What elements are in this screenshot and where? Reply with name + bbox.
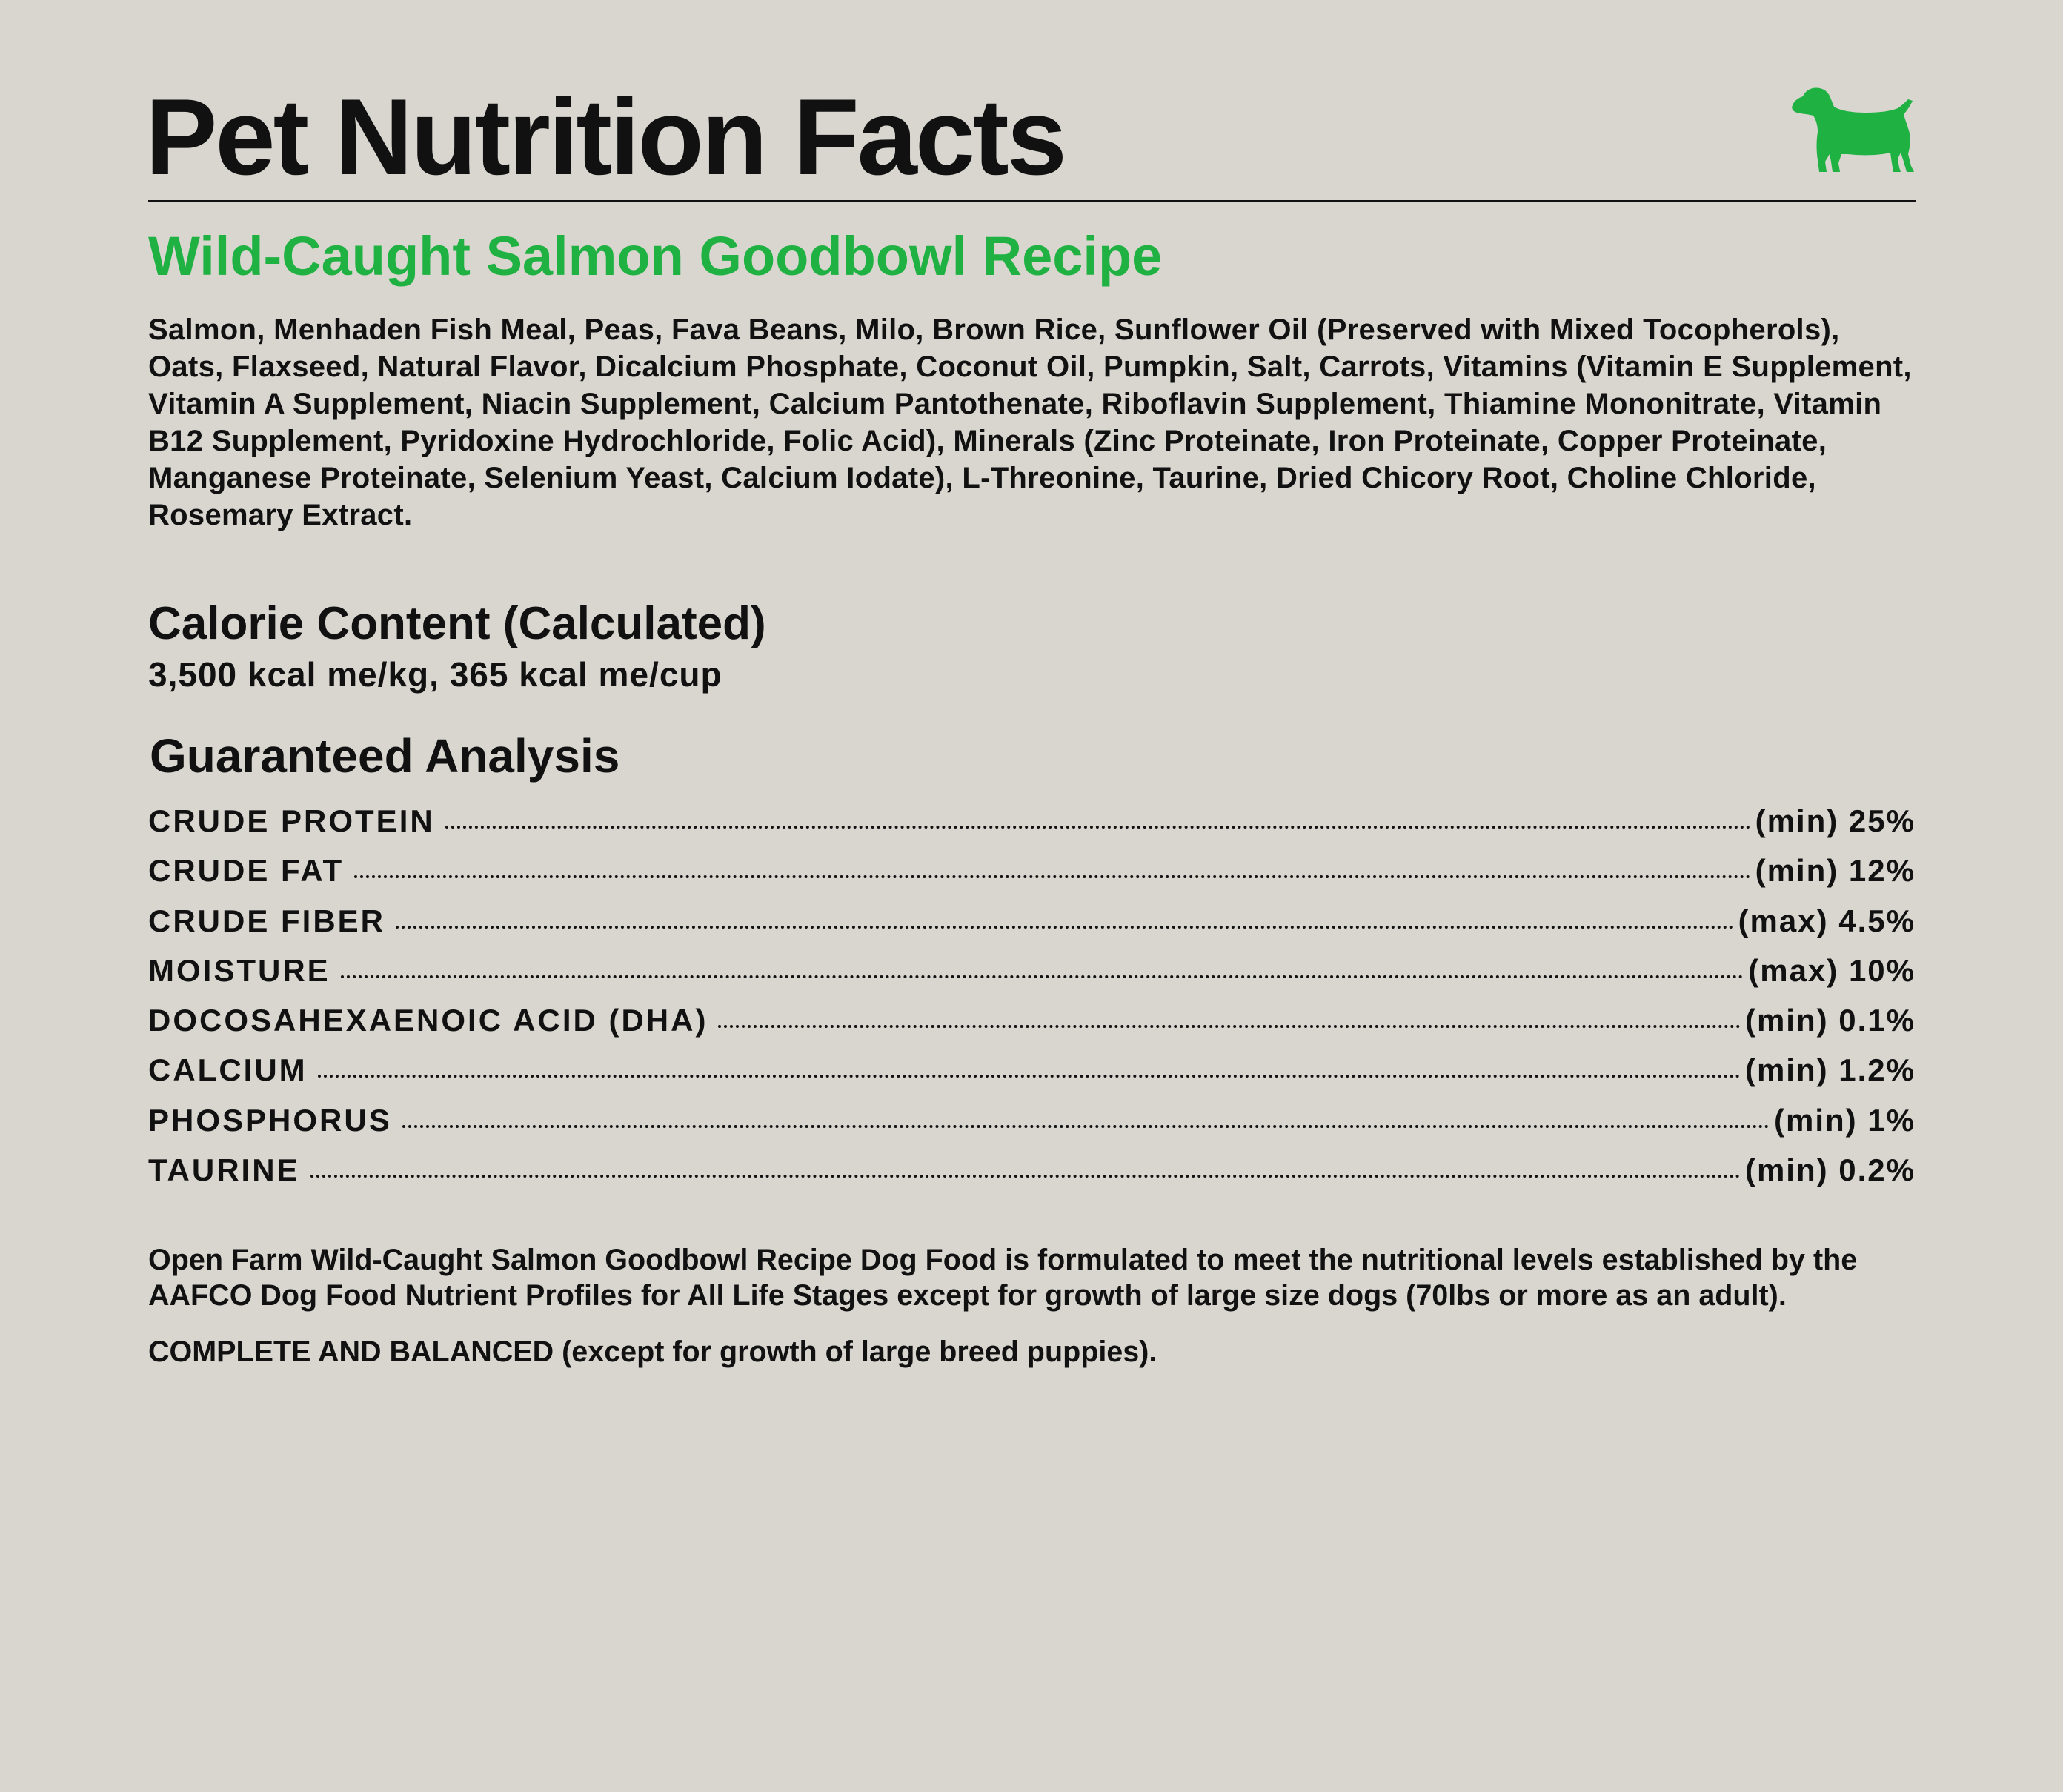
analysis-row: CALCIUM (min) 1.2% bbox=[148, 1045, 1916, 1095]
analysis-value: (min) 0.1% bbox=[1744, 1003, 1916, 1038]
analysis-value: (min) 12% bbox=[1755, 853, 1916, 889]
analysis-value: (min) 1% bbox=[1773, 1102, 1916, 1138]
header: Pet Nutrition Facts bbox=[145, 76, 1916, 202]
analysis-nutrient-name: CRUDE PROTEIN bbox=[148, 803, 435, 838]
page-title: Pet Nutrition Facts bbox=[145, 76, 1067, 197]
calorie-content-value: 3,500 kcal me/kg, 365 kcal me/cup bbox=[148, 655, 722, 694]
ingredients-list: Salmon, Menhaden Fish Meal, Peas, Fava B… bbox=[148, 313, 1912, 531]
analysis-row: DOCOSAHEXAENOIC ACID (DHA) (min) 0.1% bbox=[148, 995, 1916, 1045]
analysis-row: CRUDE FIBER (max) 4.5% bbox=[148, 896, 1916, 946]
analysis-value: (max) 10% bbox=[1748, 952, 1916, 988]
analysis-nutrient-name: CALCIUM bbox=[148, 1052, 308, 1088]
analysis-row: CRUDE FAT (min) 12% bbox=[148, 846, 1916, 895]
analysis-nutrient-name: CRUDE FAT bbox=[148, 853, 345, 889]
analysis-row: MOISTURE (max) 10% bbox=[148, 946, 1916, 995]
analysis-nutrient-name: CRUDE FIBER bbox=[148, 903, 386, 938]
dot-leader bbox=[310, 1175, 1741, 1178]
analysis-value: (max) 4.5% bbox=[1738, 903, 1916, 938]
dot-leader bbox=[317, 1075, 1741, 1078]
aafco-statement: Open Farm Wild-Caught Salmon Goodbowl Re… bbox=[148, 1244, 1858, 1312]
nutrition-facts-panel: Pet Nutrition Facts Wild-Caught Salmon G… bbox=[145, 0, 1916, 1792]
analysis-value: (min) 0.2% bbox=[1744, 1152, 1916, 1188]
dog-icon bbox=[1790, 84, 1916, 176]
guaranteed-analysis-heading: Guaranteed Analysis bbox=[150, 729, 620, 783]
analysis-nutrient-name: DOCOSAHEXAENOIC ACID (DHA) bbox=[148, 1003, 708, 1038]
dot-leader bbox=[718, 1025, 1741, 1029]
analysis-row: CRUDE PROTEIN (min) 25% bbox=[148, 796, 1916, 846]
dot-leader bbox=[396, 925, 1734, 929]
analysis-nutrient-name: PHOSPHORUS bbox=[148, 1102, 392, 1138]
analysis-value: (min) 1.2% bbox=[1744, 1052, 1916, 1088]
complete-balanced-statement: COMPLETE AND BALANCED (except for growth… bbox=[148, 1335, 1157, 1368]
dot-leader bbox=[354, 875, 1751, 879]
analysis-row: PHOSPHORUS (min) 1% bbox=[148, 1095, 1916, 1145]
analysis-nutrient-name: MOISTURE bbox=[148, 952, 330, 988]
analysis-nutrient-name: TAURINE bbox=[148, 1152, 300, 1188]
analysis-value: (min) 25% bbox=[1755, 803, 1916, 838]
calorie-content-heading: Calorie Content (Calculated) bbox=[148, 598, 766, 649]
analysis-row: TAURINE (min) 0.2% bbox=[148, 1145, 1916, 1195]
guaranteed-analysis-table: CRUDE PROTEIN (min) 25% CRUDE FAT (min) … bbox=[148, 796, 1916, 1195]
dot-leader bbox=[445, 826, 1751, 829]
recipe-name: Wild-Caught Salmon Goodbowl Recipe bbox=[148, 225, 1163, 287]
dot-leader bbox=[340, 975, 1744, 978]
dot-leader bbox=[402, 1124, 1770, 1128]
